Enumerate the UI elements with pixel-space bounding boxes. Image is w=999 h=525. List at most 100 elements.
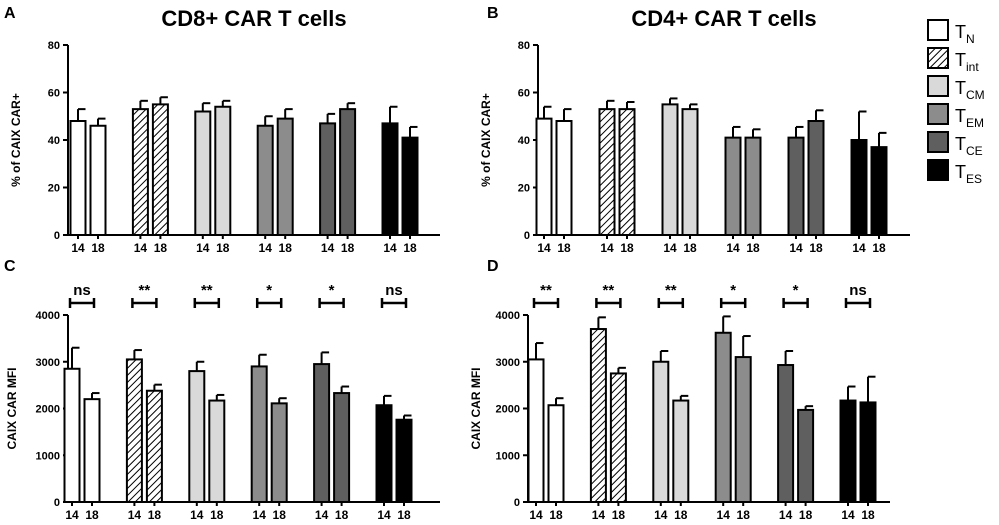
- x-tick-label: 18: [335, 508, 349, 522]
- bar-tcm-day18: [672, 399, 690, 503]
- y-tick-label: 4000: [36, 310, 60, 322]
- bar-tem-day14: [714, 331, 732, 504]
- bar-tcm-day18: [214, 105, 232, 236]
- chart-title: CD8+ CAR T cells: [161, 6, 346, 31]
- bar-tes-day14: [375, 404, 393, 504]
- chart-panel-b: B CD4+ CAR T cells % of CAIX CAR+ 0 20 40 60 80…: [479, 5, 910, 255]
- x-tick-label: 14: [600, 241, 614, 255]
- bar-tce-day14: [319, 122, 337, 236]
- y-tick-label: 40: [48, 135, 60, 147]
- bar-tn-day18: [555, 120, 573, 236]
- x-tick-label: 14: [315, 508, 329, 522]
- bar-tint-day18: [151, 103, 169, 236]
- panel-letter: D: [487, 258, 499, 275]
- x-tick-label: 14: [529, 508, 543, 522]
- bar-tint-day18: [609, 372, 627, 503]
- y-axis-label: CAIX CAR MFI: [5, 368, 19, 450]
- bar-tint-day14: [125, 358, 143, 503]
- legend-swatch-tcm: [927, 75, 949, 97]
- x-tick-label: 14: [128, 508, 142, 522]
- bar-tcm-day18: [681, 108, 699, 236]
- y-tick-label: 3000: [496, 357, 520, 369]
- panel-letter: C: [4, 258, 16, 275]
- x-tick-label: 14: [321, 241, 335, 255]
- legend: TN Tint TCM TEM TCE TES: [927, 19, 985, 186]
- x-tick-label: 14: [779, 508, 793, 522]
- bar-tes-day14: [839, 399, 857, 503]
- bar-tce-day14: [787, 136, 805, 236]
- x-tick-label: 14: [537, 241, 551, 255]
- significance-label: *: [329, 282, 335, 299]
- y-tick-label: 1000: [496, 450, 520, 462]
- bar-tn-day18: [89, 124, 107, 236]
- legend-item-tcm: TCM: [927, 75, 985, 102]
- bar-tint-day18: [618, 108, 636, 236]
- bar-tem-day14: [250, 365, 268, 503]
- x-tick-label: 14: [190, 508, 204, 522]
- legend-item-tce: TCE: [927, 131, 983, 158]
- x-tick-label: 18: [85, 508, 99, 522]
- significance-label: **: [540, 282, 552, 299]
- bar-tes-day14: [850, 139, 868, 236]
- y-tick-label: 4000: [496, 310, 520, 322]
- bar-tn-day18: [83, 398, 101, 503]
- legend-swatch-tint: [927, 47, 949, 69]
- x-tick-label: 18: [746, 241, 760, 255]
- y-tick-label: 80: [48, 40, 60, 52]
- significance-label: **: [603, 282, 615, 299]
- y-tick-label: 20: [48, 183, 60, 195]
- bar-tcm-day14: [188, 370, 206, 503]
- bar-tce-day18: [807, 120, 825, 236]
- x-tick-label: 18: [809, 241, 823, 255]
- significance-label: ns: [385, 282, 403, 299]
- significance-label: *: [266, 282, 272, 299]
- significance-label: *: [793, 282, 799, 299]
- x-tick-label: 14: [259, 241, 273, 255]
- x-tick-label: 18: [210, 508, 224, 522]
- x-tick-label: 14: [592, 508, 606, 522]
- panel-letter: B: [487, 5, 499, 22]
- y-axis-label: CAIX CAR MFI: [469, 368, 483, 450]
- legend-label-tn: TN: [955, 22, 975, 46]
- bar-tcm-day14: [194, 110, 212, 236]
- y-tick-label: 60: [518, 88, 530, 100]
- y-tick-label: 80: [518, 40, 530, 52]
- charts-container: A CD8+ CAR T cells % of CAIX CAR+ 0 20 40 60 80…: [4, 5, 910, 522]
- x-tick-label: 18: [341, 241, 355, 255]
- x-tick-label: 18: [620, 241, 634, 255]
- x-tick-label: 14: [852, 241, 866, 255]
- bar-tce-day14: [777, 364, 795, 503]
- x-tick-label: 18: [216, 241, 230, 255]
- x-tick-label: 14: [253, 508, 267, 522]
- x-tick-label: 18: [91, 241, 105, 255]
- significance-label: *: [730, 282, 736, 299]
- bar-tce-day18: [339, 108, 357, 236]
- bar-tem-day18: [276, 117, 294, 236]
- chart-panel-a: A CD8+ CAR T cells % of CAIX CAR+ 0 20 40 60 80…: [4, 5, 440, 255]
- x-tick-label: 18: [154, 241, 168, 255]
- legend-item-tem: TEM: [927, 103, 984, 130]
- y-tick-label: 0: [54, 230, 60, 242]
- x-tick-label: 18: [674, 508, 688, 522]
- bar-tes-day18: [859, 401, 877, 503]
- x-tick-label: 18: [683, 241, 697, 255]
- significance-label: **: [201, 282, 213, 299]
- x-tick-label: 14: [841, 508, 855, 522]
- legend-swatch-tes: [927, 159, 949, 181]
- bar-tem-day18: [270, 402, 288, 504]
- bar-tint-day18: [145, 389, 163, 503]
- x-tick-label: 14: [196, 241, 210, 255]
- legend-label-tcm: TCM: [955, 78, 985, 102]
- bar-tcm-day18: [208, 399, 226, 503]
- x-tick-label: 18: [872, 241, 886, 255]
- x-tick-label: 18: [799, 508, 813, 522]
- panel-letter: A: [4, 5, 16, 22]
- bar-tes-day18: [395, 418, 413, 503]
- bar-tn-day14: [527, 358, 545, 503]
- y-axis-label: % of CAIX CAR+: [479, 93, 493, 187]
- x-tick-label: 18: [557, 241, 571, 255]
- bar-tn-day14: [69, 120, 87, 236]
- bar-tce-day14: [313, 363, 331, 503]
- y-tick-label: 2000: [496, 404, 520, 416]
- x-tick-label: 18: [612, 508, 626, 522]
